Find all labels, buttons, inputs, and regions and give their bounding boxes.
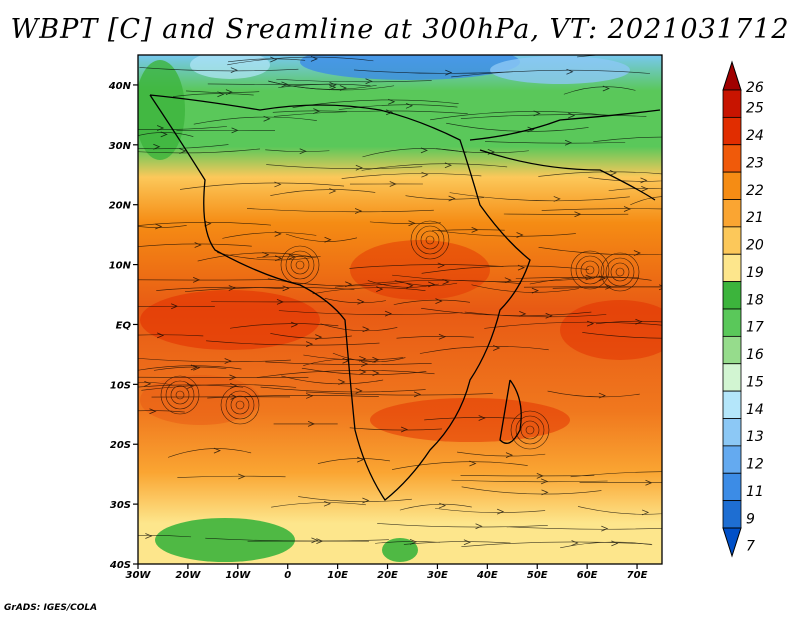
lon-tick-label: 70E (627, 570, 648, 581)
colorbar-label: 21 (746, 210, 764, 226)
colorbar-label: 17 (746, 320, 764, 336)
lat-tick-label: 30S (110, 500, 131, 511)
colorbar-segment (722, 199, 742, 228)
colorbar-label: 12 (746, 457, 764, 473)
colorbar-segment (722, 445, 742, 474)
colorbar-segment (722, 253, 742, 283)
wbpt-field (138, 55, 662, 564)
chart-title: WBPT [C] and Sreamline at 300hPa, VT: 20… (10, 14, 790, 45)
lat-tick-label: 30N (109, 141, 132, 152)
lat-tick-label: 40N (108, 81, 132, 92)
colorbar-label: 11 (746, 484, 764, 500)
lon-tick-label: 50E (527, 570, 548, 581)
credit-text: GrADS: IGES/COLA (4, 603, 98, 613)
colorbar-label: 25 (746, 101, 764, 117)
lon-tick-label: 30W (126, 570, 152, 581)
lon-tick-label: 60E (577, 570, 598, 581)
lon-axis: 30W 20W 10W 0 10E 20E 30E 40E 50E 60E 70E (126, 564, 648, 581)
colorbar: 26 25 24 23 22 21 20 19 18 17 16 15 14 13 12 11 9 7 (722, 60, 764, 558)
lon-tick-label: 10E (327, 570, 348, 581)
colorbar-segment (722, 281, 742, 310)
lat-tick-label: 10N (109, 261, 132, 272)
colorbar-top-arrow (722, 60, 742, 91)
colorbar-label: 7 (746, 539, 755, 555)
lon-tick-label: 20E (377, 570, 398, 581)
colorbar-segment (722, 335, 742, 365)
lon-tick-label: 0 (284, 570, 291, 581)
colorbar-segment (722, 472, 742, 502)
colorbar-label: 14 (746, 402, 764, 418)
colorbar-segment (722, 418, 742, 447)
lon-tick-label: 10W (225, 570, 251, 581)
lat-tick-label: 40S (109, 560, 131, 571)
lat-tick-label: EQ (116, 320, 132, 331)
colorbar-segment (722, 363, 742, 392)
colorbar-label: 26 (746, 80, 764, 96)
colorbar-segment (722, 390, 742, 419)
lat-axis: 40N 30N 20N 10N EQ 10S 20S 30S 40S (108, 81, 138, 571)
colorbar-segment (722, 308, 742, 337)
colorbar-segment (722, 171, 742, 200)
colorbar-label: 13 (746, 429, 764, 445)
colorbar-label: 24 (746, 128, 764, 144)
lat-tick-label: 20N (109, 201, 132, 212)
colorbar-segment (722, 226, 742, 255)
colorbar-label: 19 (746, 265, 764, 281)
map-frame (137, 54, 663, 565)
colorbar-segment (722, 89, 742, 118)
colorbar-label: 16 (746, 347, 764, 363)
lon-tick-label: 20W (175, 570, 201, 581)
colorbar-bottom-arrow (722, 527, 742, 558)
colorbar-label: 9 (746, 511, 755, 527)
lat-tick-label: 10S (110, 380, 131, 391)
colorbar-segment (722, 116, 742, 146)
coastlines (149, 94, 661, 501)
colorbar-label: 22 (746, 183, 764, 199)
colorbar-label: 18 (746, 292, 764, 308)
lon-tick-label: 40E (476, 570, 498, 581)
colorbar-segment (722, 500, 742, 529)
colorbar-label: 15 (746, 374, 764, 390)
colorbar-segment (722, 144, 742, 173)
colorbar-label: 23 (746, 155, 764, 171)
lat-tick-label: 20S (110, 440, 131, 451)
lon-tick-label: 30E (427, 570, 448, 581)
colorbar-label: 20 (746, 238, 764, 254)
